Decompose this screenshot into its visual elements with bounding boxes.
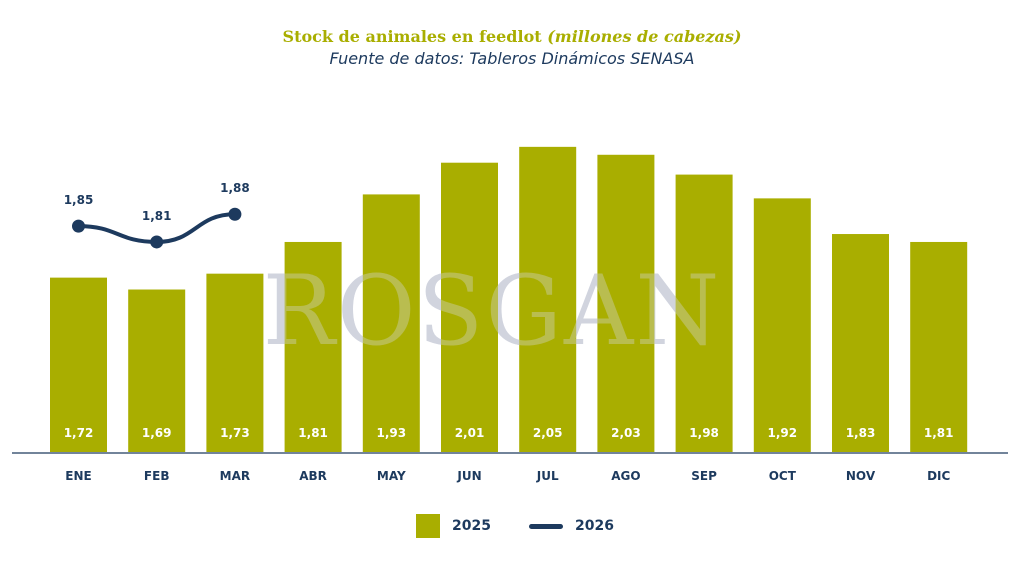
x-tick-label: MAY (377, 469, 406, 483)
point-2026-mar (228, 207, 242, 221)
line-value-label: 1,81 (142, 209, 172, 223)
bar-value-label: 1,81 (298, 426, 328, 440)
bar-may (362, 194, 420, 452)
bar-value-label: 2,03 (611, 426, 641, 440)
bar-value-label: 1,93 (376, 426, 406, 440)
legend-swatch-2026 (528, 523, 563, 529)
bar-ene (50, 277, 107, 452)
legend-item-2025[interactable]: 2025 (416, 514, 491, 538)
legend-label-2025: 2025 (452, 518, 491, 534)
x-tick-label: FEB (144, 469, 170, 483)
bar-value-label: 1,98 (689, 426, 719, 440)
bar-ago (597, 154, 655, 452)
x-tick-label: AGO (611, 469, 640, 483)
point-2026-feb (150, 235, 164, 249)
bar-jul (519, 146, 577, 452)
x-tick-label: DIC (927, 469, 950, 483)
bar-value-label: 2,05 (533, 426, 563, 440)
bar-jun (441, 162, 498, 452)
chart-title-unit: (millones de cabezas) (547, 27, 742, 46)
chart-title: Stock de animales en feedlot (millones d… (0, 26, 1024, 48)
bar-nov (832, 234, 889, 452)
bar-value-label: 1,81 (924, 426, 954, 440)
x-tick-label: ENE (65, 469, 91, 483)
legend: 2025 2026 (416, 514, 614, 538)
bar-value-label: 1,92 (767, 426, 797, 440)
bar-abr (284, 241, 342, 452)
legend-item-2026[interactable]: 2026 (528, 518, 614, 534)
bar-value-label: 1,72 (64, 426, 94, 440)
point-2026-ene (72, 219, 85, 233)
bar-oct (753, 198, 811, 452)
x-tick-label: OCT (769, 469, 797, 483)
bar-sep (675, 174, 733, 452)
bar-feb (128, 289, 186, 452)
x-tick-label: SEP (691, 469, 717, 483)
bar-value-label: 2,01 (455, 426, 485, 440)
x-tick-label: JUN (456, 469, 481, 483)
bar-value-label: 1,73 (220, 426, 250, 440)
x-tick-label: ABR (299, 469, 327, 483)
chart-subtitle: Fuente de datos: Tableros Dinámicos SENA… (329, 49, 695, 68)
x-tick-label: NOV (846, 469, 876, 483)
watermark-logo-overlay: ROSGAN (263, 255, 722, 367)
chart-header: Stock de animales en feedlot (millones d… (0, 26, 1024, 70)
x-tick-label: JUL (536, 469, 559, 483)
bar-dic (910, 241, 968, 452)
line-value-label: 1,88 (220, 181, 250, 195)
legend-swatch-2025 (416, 514, 440, 538)
x-tick-label: MAR (220, 469, 250, 483)
bar-value-label: 1,69 (142, 426, 172, 440)
bar-mar (206, 273, 264, 452)
line-value-label: 1,85 (64, 193, 94, 207)
chart-title-text: Stock de animales en feedlot (282, 27, 542, 46)
bar-value-label: 1,83 (846, 426, 876, 440)
legend-label-2026: 2026 (574, 518, 614, 534)
